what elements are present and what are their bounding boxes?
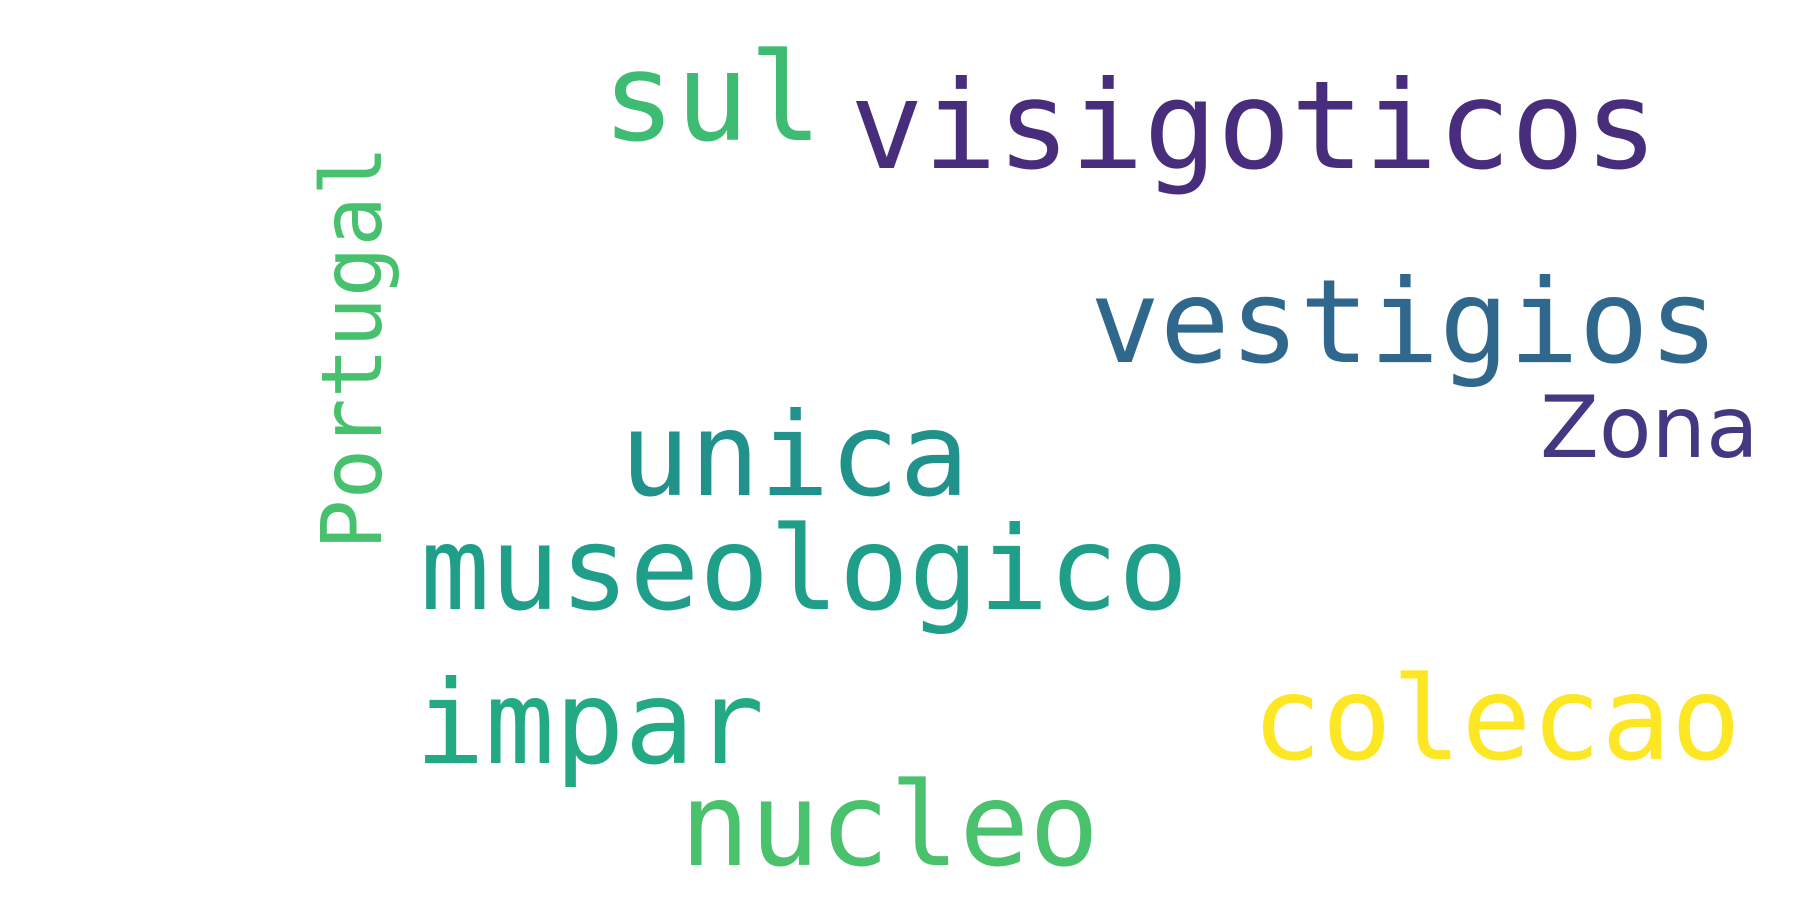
word-impar: impar	[415, 656, 765, 791]
word-portugal: Portugal	[303, 145, 401, 550]
word-unica: unica	[620, 388, 970, 523]
word-sul: sul	[602, 27, 823, 169]
word-vestigios: vestigios	[1090, 255, 1719, 390]
word-museologico: museologico	[420, 502, 1189, 637]
word-colecao: colecao	[1252, 652, 1741, 787]
word-nucleo: nucleo	[680, 758, 1100, 893]
word-visigoticos: visigoticos	[850, 55, 1658, 197]
word-zona: Zona	[1540, 378, 1759, 478]
